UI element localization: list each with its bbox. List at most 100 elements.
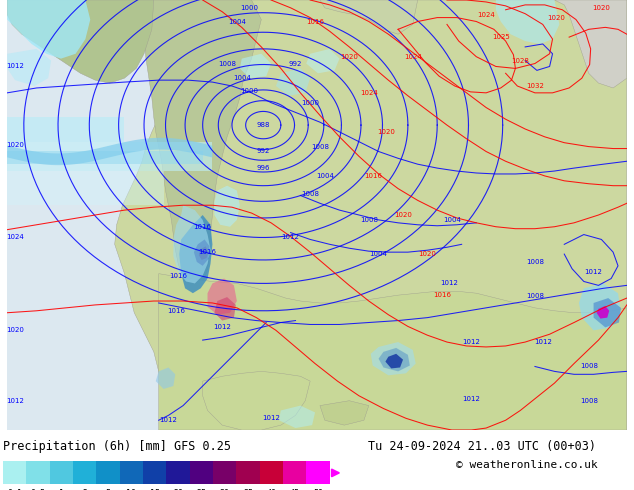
Polygon shape [194,240,209,266]
Text: 1024: 1024 [6,234,24,240]
Text: 1008: 1008 [526,293,544,299]
Text: 1016: 1016 [167,308,185,314]
Bar [7,142,212,171]
Text: 1012: 1012 [262,416,280,421]
Text: 1020: 1020 [377,129,396,135]
Text: 1012: 1012 [534,339,552,345]
Text: 1012: 1012 [462,396,481,402]
Text: 1024: 1024 [360,90,378,96]
Text: 25: 25 [197,489,207,490]
Text: 1008: 1008 [360,217,378,223]
Text: 1020: 1020 [394,212,412,218]
Text: 45: 45 [290,489,300,490]
Bar [7,171,164,205]
Polygon shape [279,406,315,428]
Text: 1020: 1020 [548,15,566,21]
Text: 1008: 1008 [526,259,544,265]
Text: 1008: 1008 [581,398,598,404]
Text: Precipitation (6h) [mm] GFS 0.25: Precipitation (6h) [mm] GFS 0.25 [3,441,231,453]
Text: 1000: 1000 [240,88,259,94]
Text: 1012: 1012 [6,398,24,404]
Text: 1028: 1028 [512,58,529,64]
Text: 0.1: 0.1 [8,489,22,490]
Bar [120,461,143,485]
Text: 1024: 1024 [477,12,495,18]
Polygon shape [276,69,310,96]
Text: Tu 24-09-2024 21..03 UTC (00+03): Tu 24-09-2024 21..03 UTC (00+03) [368,441,596,453]
Polygon shape [579,283,621,330]
Text: 1016: 1016 [433,292,451,298]
Text: 0.5: 0.5 [30,489,46,490]
Text: 1032: 1032 [526,83,544,89]
Text: 15: 15 [150,489,160,490]
Bar [143,461,167,485]
Text: 1004: 1004 [370,251,387,257]
Text: 1008: 1008 [311,144,329,149]
Text: 1012: 1012 [281,234,299,240]
Text: 10: 10 [126,489,136,490]
Text: 1008: 1008 [218,61,236,67]
Text: 1020: 1020 [418,251,436,257]
Text: 1004: 1004 [443,217,461,223]
Polygon shape [214,297,236,320]
Text: 1016: 1016 [365,173,383,179]
Text: 1024: 1024 [404,54,422,60]
Text: 1012: 1012 [160,417,178,423]
Text: 1025: 1025 [492,34,510,40]
Text: 992: 992 [257,148,270,154]
Polygon shape [207,278,237,315]
Polygon shape [496,0,559,44]
Text: 1008: 1008 [301,191,319,196]
Bar [166,461,190,485]
Text: 50: 50 [313,489,323,490]
Polygon shape [593,298,621,327]
Text: 1012: 1012 [462,339,481,345]
Polygon shape [156,368,175,389]
Bar [3,461,27,485]
Polygon shape [240,54,271,78]
Text: 5: 5 [106,489,110,490]
Text: 988: 988 [257,122,270,128]
Text: 1020: 1020 [6,142,24,147]
Text: 1016: 1016 [198,249,217,255]
Text: 2: 2 [82,489,87,490]
Bar [236,461,260,485]
Text: 40: 40 [266,489,276,490]
Text: 1012: 1012 [213,324,231,330]
Polygon shape [214,186,240,227]
Text: 1000: 1000 [240,5,259,11]
Polygon shape [173,205,210,283]
Polygon shape [371,342,416,375]
Text: 1016: 1016 [306,19,324,25]
Polygon shape [378,348,410,371]
Bar [50,461,73,485]
Bar [73,461,96,485]
Polygon shape [7,49,51,86]
Polygon shape [385,354,403,368]
Polygon shape [7,0,90,59]
Text: 1020: 1020 [6,327,24,333]
Polygon shape [198,246,209,260]
Bar [7,117,124,142]
Polygon shape [320,0,418,34]
Bar [96,461,120,485]
Text: © weatheronline.co.uk: © weatheronline.co.uk [456,460,598,470]
Polygon shape [306,49,339,74]
Text: 1016: 1016 [169,272,187,279]
Text: 1016: 1016 [193,224,212,230]
Text: 35: 35 [243,489,253,490]
Bar [213,461,236,485]
Text: 1000: 1000 [301,99,319,106]
Polygon shape [179,215,212,293]
Text: 996: 996 [257,165,270,171]
Polygon shape [144,0,261,303]
Polygon shape [7,0,154,83]
Polygon shape [597,306,609,318]
Text: 1020: 1020 [592,5,611,11]
Polygon shape [320,401,369,425]
Text: 1012: 1012 [6,64,24,70]
Text: 30: 30 [220,489,230,490]
Bar [7,151,203,164]
Polygon shape [555,0,627,88]
Text: 1012: 1012 [440,280,458,287]
